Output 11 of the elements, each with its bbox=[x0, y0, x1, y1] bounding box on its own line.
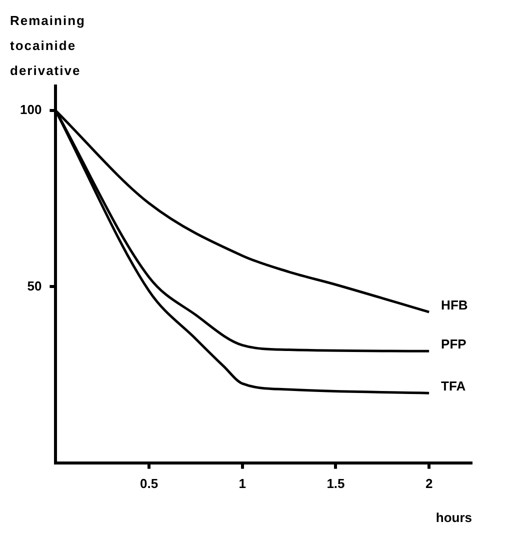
x-axis-title: hours bbox=[436, 510, 472, 525]
y-tick-label: 50 bbox=[27, 278, 42, 294]
y-tick-label: 100 bbox=[20, 102, 42, 118]
x-tick-label: 1.5 bbox=[326, 476, 345, 492]
x-tick-label: 1 bbox=[238, 476, 246, 492]
x-tick-label: 2 bbox=[425, 476, 433, 492]
y-axis-title: Remaining tocainide derivative bbox=[10, 12, 86, 80]
x-tick-label: 0.5 bbox=[140, 476, 158, 492]
series-label: PFP bbox=[441, 336, 467, 352]
series-label: HFB bbox=[441, 298, 468, 313]
series-label: TFA bbox=[441, 378, 466, 394]
